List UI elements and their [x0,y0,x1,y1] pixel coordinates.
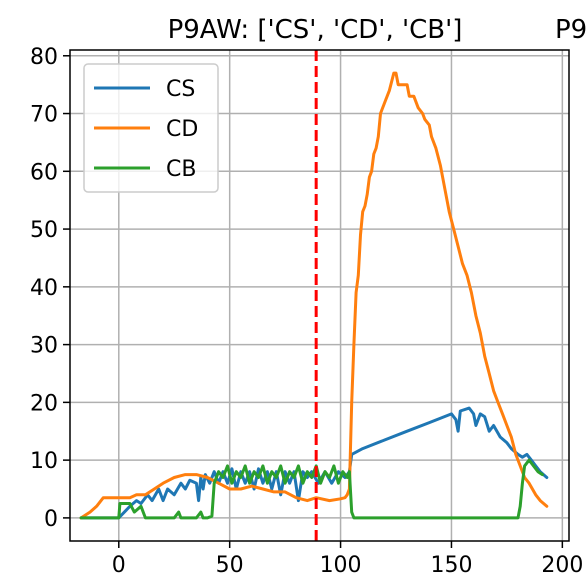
y-tick-label: 70 [30,103,58,128]
y-tick-label: 0 [44,507,58,532]
x-tick-label: 100 [320,553,362,578]
legend-label-cd: CD [166,117,198,142]
series-line-cd [79,71,549,520]
x-tick-label: 0 [112,553,126,578]
series-line-cb [79,458,544,520]
x-tick-label: 200 [541,553,583,578]
legend-label-cb: CB [166,157,196,182]
chart-title: P9AW: ['CS', 'CD', 'CB'] [168,15,463,45]
y-tick-label: 60 [30,160,58,185]
y-tick-label: 30 [30,334,58,359]
x-tick-label: 150 [430,553,472,578]
axis-ticks: 0 50 100 150 200 0 10 20 30 40 50 60 70 80 [30,45,583,578]
plot-lines [79,71,549,520]
x-tick-label: 50 [216,553,244,578]
y-tick-label: 50 [30,218,58,243]
grid [70,50,569,541]
chart-title-clipped: P9 [555,15,587,45]
y-tick-label: 80 [30,45,58,70]
plot-frame [69,49,570,542]
y-tick-label: 40 [30,276,58,301]
legend-label-cs: CS [166,77,195,102]
legend: CS CD CB [83,63,219,193]
legend-box [83,63,219,193]
y-tick-label: 20 [30,391,58,416]
y-tick-label: 10 [30,449,58,474]
